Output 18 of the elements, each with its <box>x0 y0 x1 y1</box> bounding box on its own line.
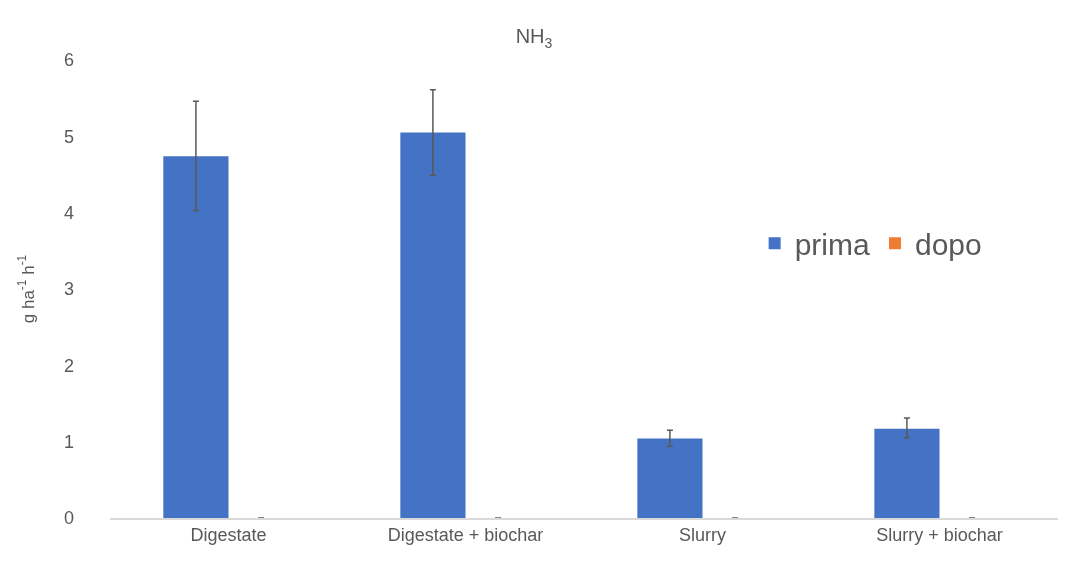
y-tick-label: 2 <box>63 355 74 376</box>
x-tick-label: Slurry + biochar <box>876 525 1003 546</box>
y-tick-label: 4 <box>63 202 74 223</box>
legend-label: prima <box>794 227 870 261</box>
y-tick-label: 3 <box>63 279 74 300</box>
bar <box>874 428 940 518</box>
x-tick-label: Digestate <box>190 525 267 546</box>
x-tick-label: Slurry <box>678 525 727 546</box>
chart-title: NH$_{3}$ <box>515 25 553 51</box>
y-tick-label: 1 <box>63 431 74 452</box>
bar <box>163 156 229 518</box>
bar <box>400 132 466 518</box>
y-tick-label: 5 <box>63 126 74 147</box>
y-tick-label: 6 <box>63 50 74 71</box>
bar <box>637 438 703 518</box>
y-tick-label: 0 <box>63 508 74 529</box>
x-tick-label: Digestate + biochar <box>387 525 544 546</box>
legend-label: dopo <box>914 227 982 261</box>
